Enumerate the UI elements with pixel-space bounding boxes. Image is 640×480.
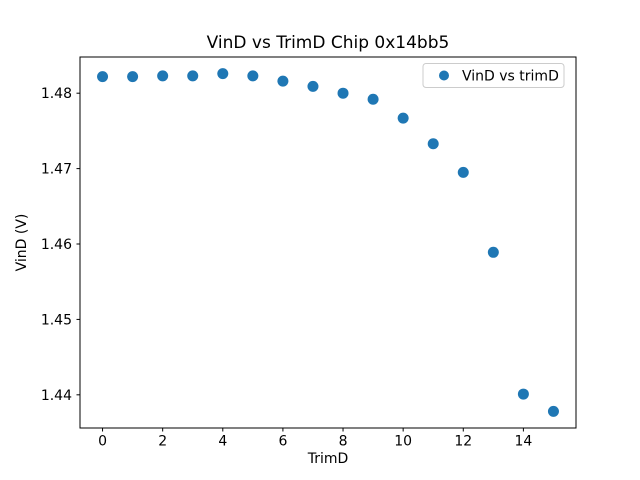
x-tick-label: 2: [158, 434, 167, 450]
data-point: [247, 70, 259, 82]
x-tick-label: 14: [514, 434, 532, 450]
x-tick-label: 6: [278, 434, 287, 450]
legend-box: [422, 63, 565, 88]
data-point: [397, 112, 409, 124]
x-axis-ticks: 0 2 4 6 8 10 12 14: [98, 428, 532, 450]
x-tick-label: 10: [394, 434, 412, 450]
legend-marker-icon: [439, 70, 449, 81]
data-point: [367, 93, 379, 105]
data-point: [217, 68, 229, 80]
x-tick-label: 4: [218, 434, 227, 450]
y-tick-label: 1.46: [41, 237, 72, 253]
data-point: [157, 70, 169, 82]
y-tick-label: 1.47: [41, 162, 72, 178]
x-tick-label: 8: [339, 434, 348, 450]
data-point: [487, 246, 499, 258]
x-tick-label: 0: [98, 434, 107, 450]
y-tick-label: 1.48: [41, 86, 72, 102]
legend: VinD vs trimD: [422, 63, 565, 88]
data-point: [187, 70, 199, 82]
y-tick-label: 1.45: [41, 312, 72, 328]
data-point: [517, 388, 529, 400]
x-tick-label: 12: [454, 434, 472, 450]
x-axis-label: TrimD: [307, 451, 349, 467]
data-point: [97, 71, 109, 83]
data-point: [127, 71, 139, 83]
y-axis-ticks: 1.44 1.45 1.46 1.47 1.48: [41, 86, 80, 404]
axes-frame: [79, 56, 577, 429]
y-tick-label: 1.44: [41, 388, 72, 404]
legend-label: VinD vs trimD: [462, 69, 559, 85]
data-point: [277, 75, 289, 87]
data-points: [97, 68, 559, 417]
data-point: [307, 80, 319, 92]
data-point: [457, 166, 469, 178]
data-point: [547, 405, 559, 417]
y-axis-label: VinD (V): [14, 214, 30, 272]
chart-title: VinD vs TrimD Chip 0x14bb5: [207, 33, 450, 53]
data-point: [427, 138, 439, 150]
data-point: [337, 87, 349, 99]
